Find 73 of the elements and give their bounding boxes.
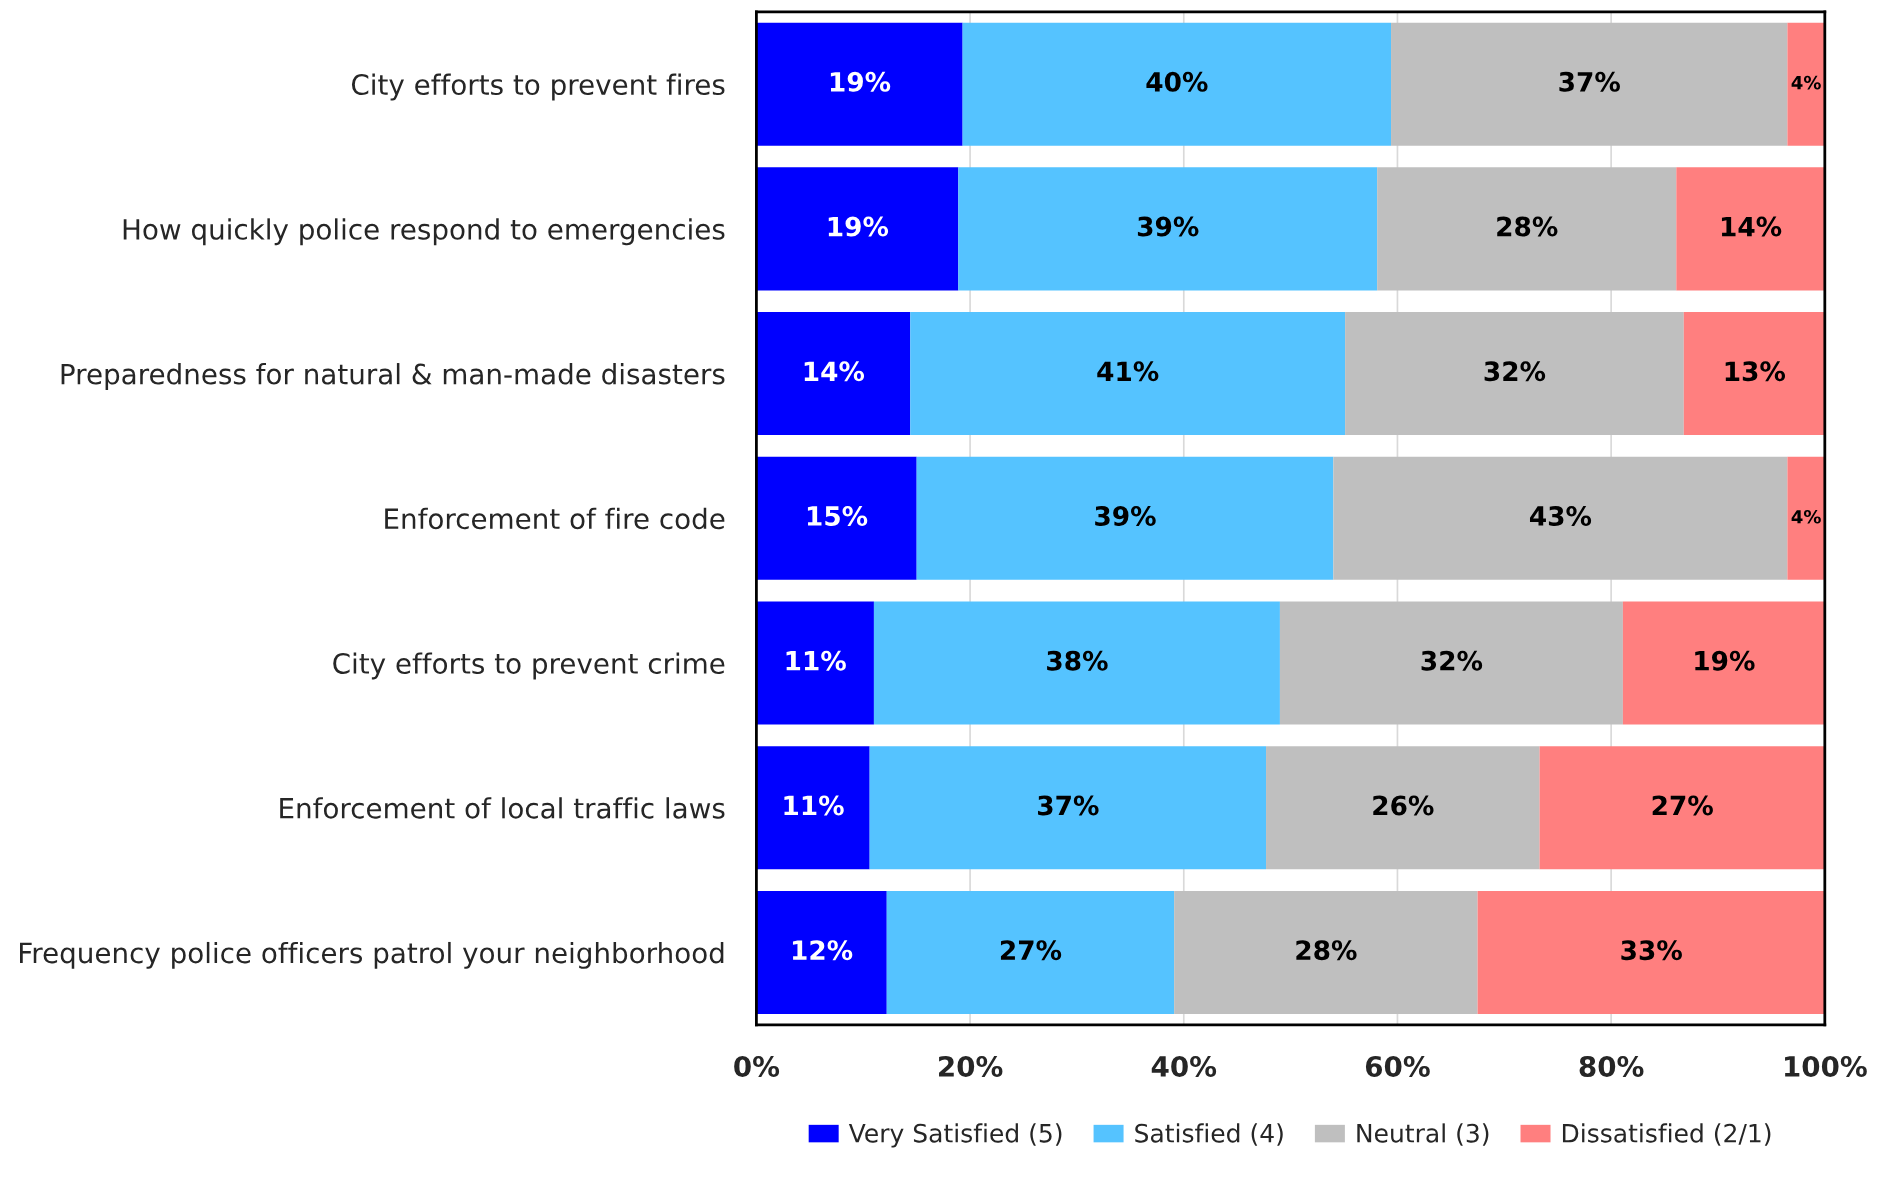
- data-label: 19%: [828, 216, 889, 237]
- bar: [1333, 456, 1788, 580]
- data-label: 37%: [1038, 795, 1099, 816]
- data-label: 19%: [1695, 650, 1755, 671]
- bar: [1622, 601, 1825, 725]
- data-label: 27%: [1000, 940, 1062, 961]
- legend-label: Dissatisfied (2/1): [1562, 1123, 1771, 1146]
- bar: [1345, 312, 1684, 436]
- bar: [1377, 167, 1677, 291]
- data-label: 26%: [1373, 795, 1434, 816]
- data-label: 40%: [1146, 71, 1208, 92]
- bar: [1539, 746, 1825, 870]
- legend-label: Satisfied (4): [1135, 1123, 1283, 1146]
- data-label: 39%: [1137, 216, 1199, 237]
- bar: [1279, 601, 1623, 725]
- bar: [756, 890, 887, 1015]
- bar: [886, 890, 1175, 1015]
- bar: [1676, 167, 1825, 291]
- y-tick-label: How quickly police respond to emergencies: [123, 218, 725, 246]
- data-label: 43%: [1529, 506, 1592, 526]
- legend-label: Neutral (3): [1357, 1123, 1489, 1146]
- x-tick-label: 20%: [939, 1055, 1003, 1077]
- x-tick-label: 80%: [1579, 1055, 1644, 1077]
- data-label: 14%: [1721, 216, 1782, 237]
- bar: [1787, 22, 1825, 146]
- data-label: 33%: [1621, 940, 1682, 961]
- bar: [1787, 456, 1825, 580]
- bar: [873, 601, 1280, 725]
- bar: [1477, 890, 1825, 1015]
- data-label: 13%: [1725, 361, 1786, 382]
- x-tick-label: 100%: [1785, 1055, 1867, 1077]
- bar: [910, 312, 1346, 436]
- data-label: 11%: [786, 650, 846, 671]
- y-tick-label: City efforts to prevent crime: [333, 652, 725, 680]
- data-label: 32%: [1421, 650, 1483, 671]
- bar: [756, 167, 959, 291]
- data-label: 12%: [792, 940, 853, 961]
- bar: [756, 312, 911, 436]
- y-tick-label: Enforcement of fire code: [385, 507, 725, 530]
- y-tick-label: Enforcement of local traffic laws: [280, 797, 725, 819]
- bar: [1174, 890, 1478, 1015]
- bar: [756, 746, 870, 870]
- data-label: 14%: [804, 361, 865, 382]
- bar: [958, 167, 1378, 291]
- data-label: 27%: [1652, 795, 1713, 816]
- bar: [756, 22, 963, 146]
- data-label: 19%: [830, 71, 891, 92]
- bar: [1391, 22, 1788, 146]
- bar: [1266, 746, 1540, 870]
- data-label: 4%: [1791, 509, 1821, 524]
- bar: [962, 22, 1392, 146]
- y-tick-label: Frequency police officers patrol your neighborhood: [20, 941, 724, 969]
- bar: [916, 456, 1334, 580]
- bar: [1683, 312, 1825, 436]
- data-label: 37%: [1559, 71, 1620, 92]
- data-label: 32%: [1484, 361, 1546, 382]
- x-tick-label: 0%: [734, 1055, 780, 1077]
- data-label: 28%: [1296, 940, 1357, 961]
- data-label: 4%: [1791, 75, 1821, 90]
- y-tick-label: City efforts to prevent fires: [351, 73, 725, 101]
- data-label: 28%: [1497, 216, 1558, 237]
- bar: [756, 601, 874, 725]
- data-label: 15%: [807, 506, 868, 526]
- data-label: 39%: [1095, 506, 1156, 526]
- x-tick-label: 40%: [1151, 1055, 1217, 1077]
- x-tick-label: 60%: [1365, 1055, 1430, 1077]
- bar: [869, 746, 1267, 870]
- legend-label: Very Satisfied (5): [848, 1123, 1062, 1148]
- data-label: 38%: [1047, 650, 1108, 671]
- data-label: 41%: [1097, 361, 1159, 382]
- data-label: 11%: [784, 795, 844, 816]
- bar: [756, 456, 917, 580]
- y-tick-label: Preparedness for natural & man-made disasters: [61, 363, 725, 390]
